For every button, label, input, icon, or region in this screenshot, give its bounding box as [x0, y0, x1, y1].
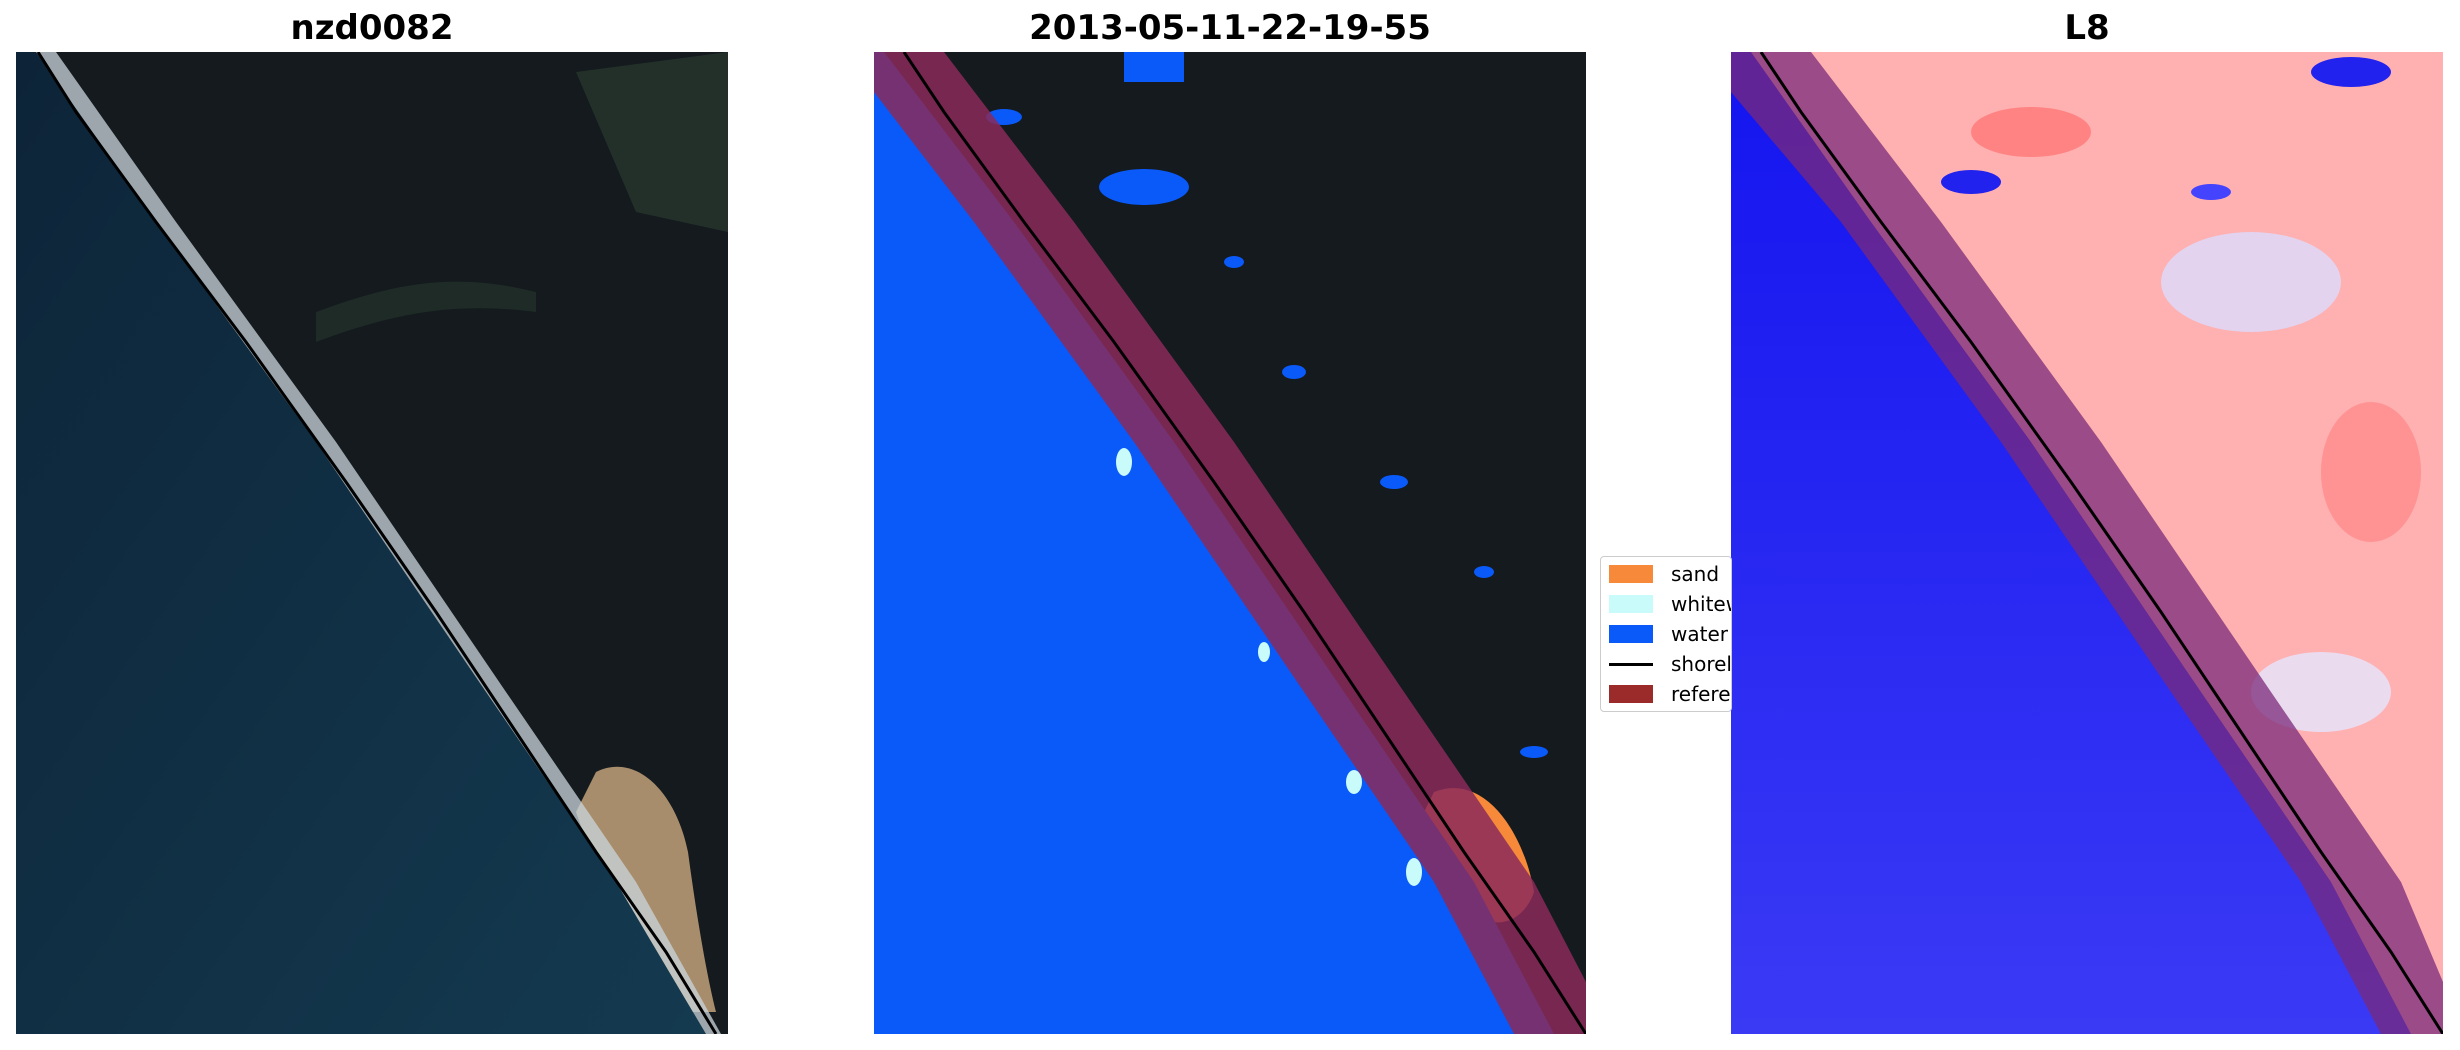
legend-label-water: water: [1671, 622, 1728, 646]
legend-label-sand: sand: [1671, 562, 1720, 586]
legend-item-shoreline: shorel: [1609, 651, 1732, 677]
legend-item-sand: sand: [1609, 561, 1719, 587]
panel-title-classified: 2013-05-11-22-19-55: [1029, 8, 1431, 48]
index-image-panel: [1731, 52, 2443, 1034]
classified-image-panel: [874, 52, 1586, 1034]
rgb-image-panel: [16, 52, 728, 1034]
rgb-image: [16, 52, 728, 1034]
legend-swatch-shoreline: [1609, 662, 1653, 666]
legend-item-water: water: [1609, 621, 1728, 647]
legend-swatch-sand: [1609, 565, 1653, 583]
legend-swatch-reference: [1609, 685, 1653, 703]
panel-title-index: L8: [2064, 8, 2110, 48]
index-image: [1731, 52, 2443, 1034]
panel-title-rgb: nzd0082: [290, 8, 454, 48]
legend-label-reference: referen: [1671, 682, 1731, 706]
legend-label-shoreline: shorel: [1671, 652, 1732, 676]
legend-item-reference: referen: [1609, 681, 1731, 707]
legend-swatch-whitewater: [1609, 595, 1653, 613]
legend-swatch-water: [1609, 625, 1653, 643]
classified-image: [874, 52, 1586, 1034]
